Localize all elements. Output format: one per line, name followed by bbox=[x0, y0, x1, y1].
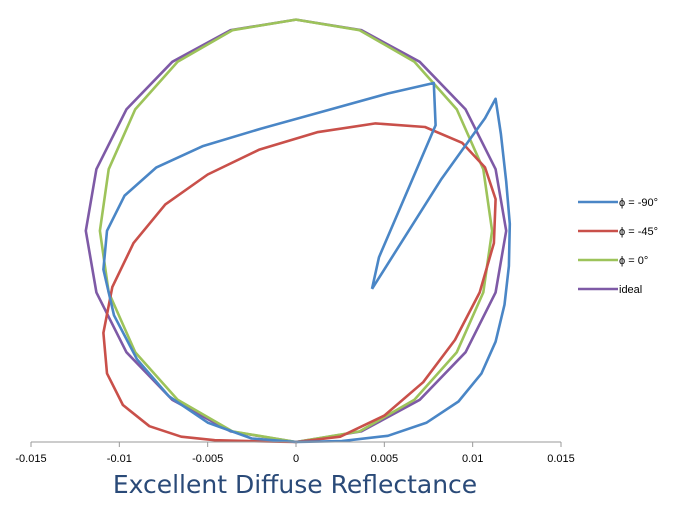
legend-label: ϕ = -90° bbox=[619, 197, 658, 209]
series-line bbox=[102, 81, 512, 444]
series-line bbox=[102, 122, 497, 444]
x-axis: -0.015 -0.01 -0.005 0 0.005 0.01 0.015 bbox=[15, 441, 575, 465]
x-tick-label: -0.015 bbox=[15, 453, 46, 465]
x-tick-label: 0 bbox=[293, 453, 299, 465]
plot-area bbox=[84, 18, 512, 444]
x-tick-label: 0.015 bbox=[547, 453, 575, 465]
chart-caption: Excellent Diffuse Reflectance bbox=[112, 470, 478, 499]
x-tick-label: 0.01 bbox=[462, 453, 483, 465]
x-tick-label: -0.005 bbox=[192, 453, 223, 465]
legend-label: ideal bbox=[619, 284, 642, 296]
legend-label: ϕ = 0° bbox=[619, 255, 648, 267]
series-line bbox=[84, 18, 508, 444]
legend-label: ϕ = -45° bbox=[619, 226, 658, 238]
legend: ϕ = -90° ϕ = -45° ϕ = 0° ideal bbox=[578, 197, 658, 296]
x-tick-label: 0.005 bbox=[371, 453, 399, 465]
series-line bbox=[98, 18, 494, 444]
x-tick-label: -0.01 bbox=[107, 453, 132, 465]
